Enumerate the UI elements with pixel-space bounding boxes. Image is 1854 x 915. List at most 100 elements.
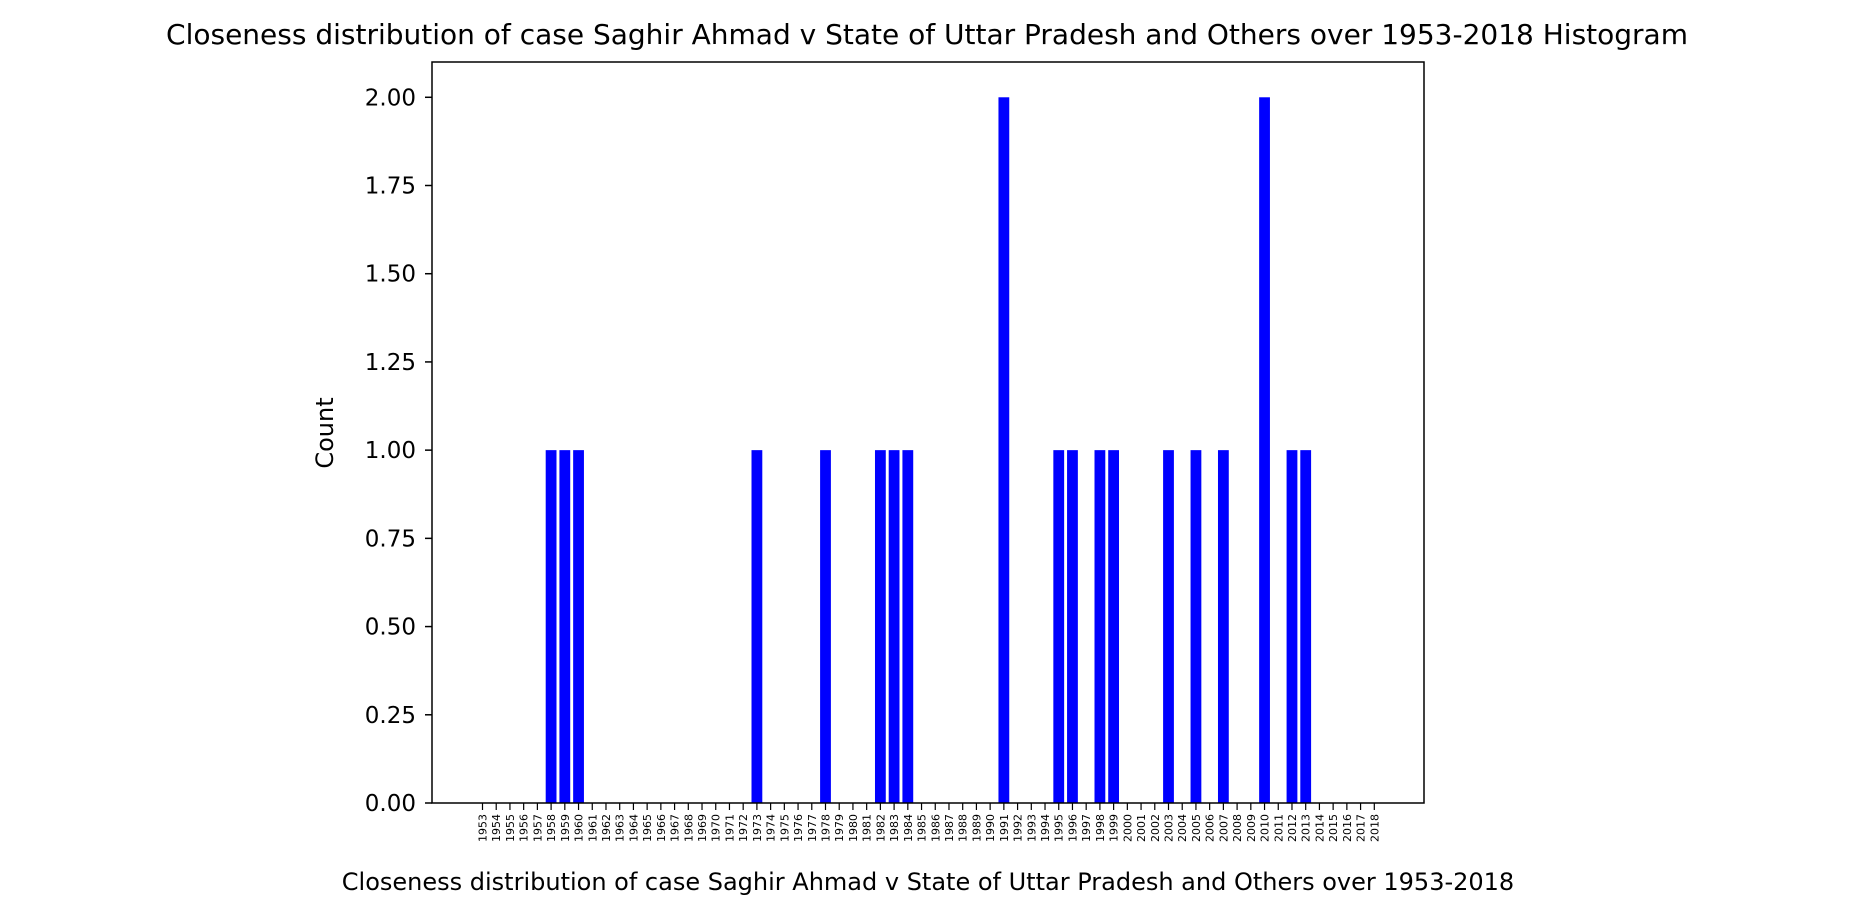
x-axis: 1953 1954 1955 1956 1957 1958 1959 1960 1961 1962… [477,803,1381,842]
x-tick-label: 1971 [723,814,736,842]
x-tick-label: 1969 [696,814,709,842]
x-tick-label: 1975 [778,814,791,842]
x-tick-label: 2016 [1341,814,1354,842]
x-tick-label: 1992 [1012,814,1025,842]
y-tick-label: 0.00 [365,791,416,817]
x-tick-label: 1958 [545,814,558,842]
y-axis-label: Count [311,397,339,468]
bar-2005 [1190,450,1202,803]
x-tick-label: 1966 [655,814,668,842]
bar-1982 [874,450,886,803]
chart-title: Closeness distribution of case Saghir Ah… [166,18,1688,51]
bar-1959 [559,450,571,803]
bar-1999 [1108,450,1120,803]
x-tick-label: 1977 [806,814,819,842]
bar-2010 [1259,97,1270,804]
x-tick-label: 1987 [943,814,956,842]
bar-1978 [820,450,831,803]
bar-1996 [1067,450,1078,803]
x-tick-label: 2011 [1272,814,1285,842]
x-tick-label: 1954 [490,814,503,842]
x-tick-label: 1986 [929,814,942,842]
x-tick-label: 2013 [1300,814,1313,842]
x-tick-label: 1991 [998,814,1011,842]
x-tick-label: 2014 [1313,814,1326,842]
x-tick-label: 1978 [820,814,833,842]
x-tick-label: 1983 [888,814,901,842]
y-tick-label: 2.00 [365,85,416,111]
y-tick-label: 0.75 [365,526,416,552]
y-tick-label: 1.00 [365,438,416,464]
x-tick-label: 1955 [504,814,517,842]
x-tick-label: 2010 [1259,814,1272,842]
x-tick-label: 1980 [847,814,860,842]
y-tick-label: 1.50 [365,262,416,288]
x-tick-label: 1999 [1108,814,1121,842]
bar-1984 [902,450,914,803]
bar-2007 [1217,450,1229,803]
x-tick-label: 1970 [710,814,723,842]
x-tick-label: 2017 [1355,814,1368,842]
x-tick-label: 1961 [586,814,599,842]
bar-1991 [998,97,1010,804]
y-tick-label: 0.50 [365,615,416,641]
x-tick-label: 1957 [531,814,544,842]
bar-1958 [545,450,557,803]
x-tick-label: 1962 [600,814,613,842]
y-tick-label: 0.25 [365,703,416,729]
x-tick-label: 2000 [1121,814,1134,842]
x-tick-label: 1976 [792,814,805,842]
y-axis: 0.00 0.25 0.50 0.75 1.00 1.25 1.50 1.75 2.00 [365,85,432,817]
x-tick-label: 1981 [861,814,874,842]
x-tick-label: 1953 [477,814,490,842]
x-tick-label: 1988 [957,814,970,842]
x-tick-label: 2001 [1135,814,1148,842]
x-tick-label: 1968 [682,814,695,842]
x-tick-label: 1998 [1094,814,1107,842]
x-tick-label: 2008 [1231,814,1244,842]
x-tick-label: 1989 [970,814,983,842]
bars-group [545,97,1312,804]
x-tick-label: 1973 [751,814,764,842]
x-axis-label: Closeness distribution of case Saghir Ah… [342,868,1514,896]
bar-2012 [1286,450,1298,803]
x-tick-label: 1965 [641,814,654,842]
x-tick-label: 1959 [559,814,572,842]
x-tick-label: 2005 [1190,814,1203,842]
x-tick-label: 1985 [916,814,929,842]
x-tick-label: 2007 [1217,814,1230,842]
y-tick-label: 1.75 [365,174,416,200]
x-tick-label: 1990 [984,814,997,842]
x-tick-label: 1956 [518,814,531,842]
bar-1973 [751,450,763,803]
y-tick-label: 1.25 [365,350,416,376]
x-tick-label: 1982 [874,814,887,842]
x-tick-label: 2003 [1163,814,1176,842]
x-tick-label: 1960 [573,814,586,842]
x-tick-label: 2012 [1286,814,1299,842]
x-tick-label: 2009 [1245,814,1258,842]
bar-2003 [1163,450,1174,803]
x-tick-label: 1993 [1025,814,1038,842]
x-tick-label: 1963 [614,814,627,842]
x-tick-label: 2004 [1176,814,1189,842]
x-tick-label: 1997 [1080,814,1093,842]
x-tick-label: 1974 [765,814,778,842]
x-tick-label: 1995 [1053,814,1066,842]
x-tick-label: 2018 [1368,814,1381,842]
x-tick-label: 1979 [833,814,846,842]
x-tick-label: 1964 [627,814,640,842]
bar-1998 [1094,450,1106,803]
x-tick-label: 1996 [1066,814,1079,842]
x-tick-label: 1967 [669,814,682,842]
bar-1995 [1053,450,1065,803]
x-tick-label: 1994 [1039,814,1052,842]
bar-2013 [1300,450,1312,803]
bar-1960 [573,450,584,803]
plot-frame [431,61,1425,804]
x-tick-label: 2006 [1204,814,1217,842]
x-tick-label: 1984 [902,814,915,842]
x-tick-label: 1972 [737,814,750,842]
x-tick-label: 2015 [1327,814,1340,842]
